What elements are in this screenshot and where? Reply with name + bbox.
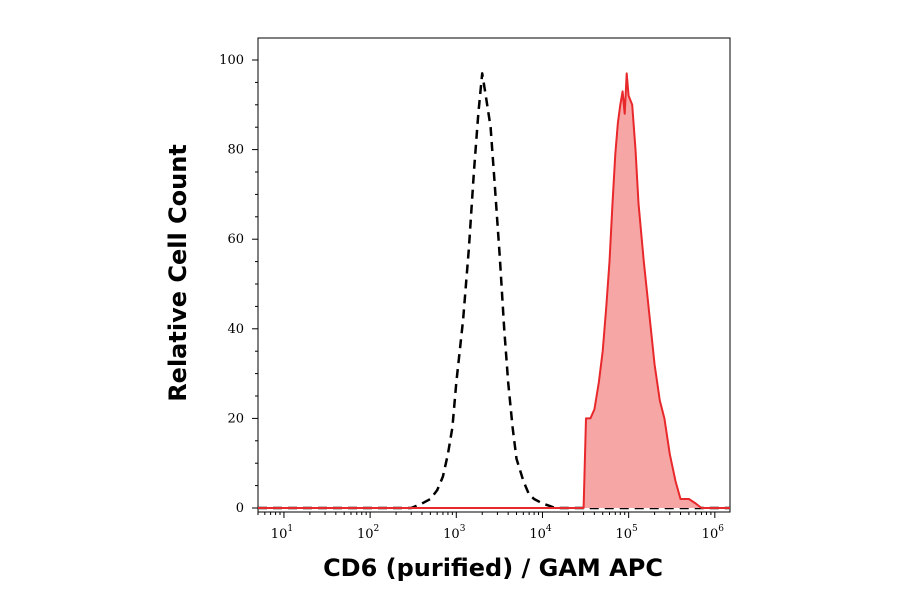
y-tick-label-40: 40 xyxy=(227,322,244,337)
y-tick-label-20: 20 xyxy=(227,411,244,426)
x-axis-title: CD6 (purified) / GAM APC xyxy=(323,554,663,582)
histogram-dashed-line-0 xyxy=(258,72,730,510)
histogram-line-1 xyxy=(258,72,730,509)
y-axis-title: Relative Cell Count xyxy=(164,144,192,402)
histogram-series-group xyxy=(258,72,730,510)
x-tick-label-2: 102 xyxy=(357,524,379,542)
x-tick-label-6: 106 xyxy=(702,524,725,542)
x-tick-label-1: 101 xyxy=(271,524,293,542)
x-tick-label-4: 104 xyxy=(529,524,552,542)
y-tick-label-80: 80 xyxy=(227,143,244,158)
y-axis: 0 20 40 60 80 100 xyxy=(219,53,258,516)
x-tick-label-5: 105 xyxy=(616,524,639,542)
x-axis: 101 102 103 104 105 106 xyxy=(257,512,725,542)
x-tick-label-3: 103 xyxy=(443,524,466,542)
histogram-fill-1 xyxy=(258,73,730,509)
y-tick-label-60: 60 xyxy=(227,232,244,247)
y-tick-label-0: 0 xyxy=(236,501,244,516)
y-tick-label-100: 100 xyxy=(219,53,244,68)
plot-frame xyxy=(257,37,731,513)
